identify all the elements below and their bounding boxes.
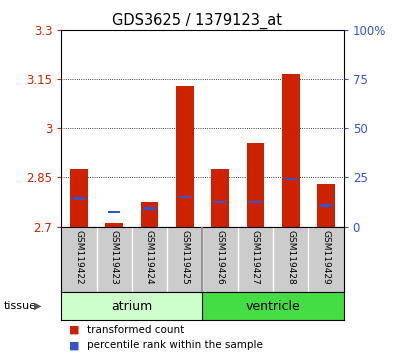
- Bar: [141, 202, 158, 227]
- Text: ■: ■: [69, 325, 80, 335]
- Bar: [108, 211, 120, 213]
- Bar: [73, 198, 85, 200]
- Bar: [282, 74, 299, 227]
- Bar: [105, 223, 123, 227]
- Text: ▶: ▶: [34, 301, 41, 311]
- Text: ventricle: ventricle: [246, 300, 301, 313]
- Bar: [61, 292, 202, 320]
- Text: ■: ■: [69, 340, 80, 350]
- Text: GDS3625 / 1379123_at: GDS3625 / 1379123_at: [113, 12, 282, 29]
- Bar: [317, 184, 335, 227]
- Bar: [202, 292, 344, 320]
- Bar: [320, 204, 332, 207]
- Text: GSM119427: GSM119427: [251, 230, 260, 285]
- Bar: [143, 207, 156, 210]
- Text: tissue: tissue: [4, 301, 37, 311]
- Text: percentile rank within the sample: percentile rank within the sample: [87, 340, 263, 350]
- Bar: [249, 201, 261, 203]
- Text: GSM119425: GSM119425: [180, 230, 189, 285]
- Bar: [214, 201, 226, 203]
- Bar: [176, 86, 194, 227]
- Text: GSM119429: GSM119429: [322, 230, 331, 285]
- Text: transformed count: transformed count: [87, 325, 184, 335]
- Text: GSM119426: GSM119426: [216, 230, 225, 285]
- Bar: [179, 196, 191, 198]
- Text: GSM119424: GSM119424: [145, 230, 154, 285]
- Bar: [246, 143, 264, 227]
- Text: GSM119423: GSM119423: [110, 230, 118, 285]
- Bar: [70, 169, 88, 227]
- Bar: [211, 169, 229, 227]
- Text: GSM119422: GSM119422: [74, 230, 83, 285]
- Text: GSM119428: GSM119428: [286, 230, 295, 285]
- Text: atrium: atrium: [111, 300, 152, 313]
- Bar: [284, 178, 297, 181]
